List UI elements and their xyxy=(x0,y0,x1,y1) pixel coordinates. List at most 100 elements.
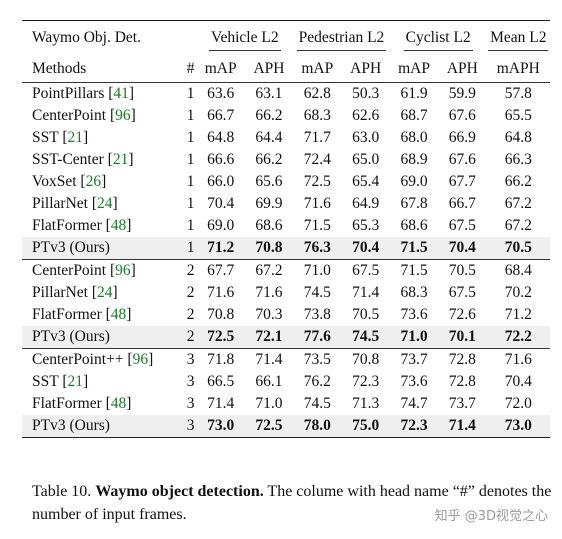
metric-cell: 71.7 xyxy=(303,129,331,146)
metric-cell: 70.4 xyxy=(438,237,487,260)
caption-prefix: Table 10. xyxy=(32,483,96,500)
citation-link[interactable]: 21 xyxy=(67,373,83,390)
citation-link[interactable]: 24 xyxy=(97,284,113,301)
metric-cell: 66.0 xyxy=(207,173,235,190)
group-pedestrian: Pedestrian L2 xyxy=(293,20,390,55)
citation-link[interactable]: 96 xyxy=(132,351,149,368)
method-name: VoxSet [26] xyxy=(32,173,107,190)
metric-cell: 65.0 xyxy=(352,151,380,168)
metric-cell: 71.2 xyxy=(504,306,532,323)
metric-cell: 77.6 xyxy=(293,326,342,349)
table-row: CenterPoint++ [96] 3 71.8 71.4 73.5 70.8 73.7 7… xyxy=(22,348,550,371)
metric-header: mAP xyxy=(301,60,334,77)
method-name: PTv3 (Ours) xyxy=(22,415,176,438)
methods-header: Methods xyxy=(32,60,87,77)
citation-link[interactable]: 96 xyxy=(115,107,131,124)
frames-cell: 1 xyxy=(186,107,195,124)
metric-header: mAP xyxy=(204,60,237,77)
citation-link[interactable]: 48 xyxy=(110,217,127,234)
metric-cell: 66.9 xyxy=(448,129,476,146)
metric-cell: 62.6 xyxy=(352,107,380,124)
citation-link[interactable]: 48 xyxy=(110,306,127,323)
citation-link[interactable]: 96 xyxy=(115,262,131,279)
frames-header: # xyxy=(186,60,195,77)
metric-cell: 66.7 xyxy=(448,195,476,212)
metric-cell: 71.8 xyxy=(196,348,245,371)
metric-cell: 68.6 xyxy=(400,217,428,234)
metric-cell: 70.4 xyxy=(207,195,235,212)
frames-cell: 1 xyxy=(186,129,195,146)
metric-cell: 74.5 xyxy=(341,326,390,349)
table-row: FlatFormer [48] 2 70.8 70.3 73.8 70.5 73.6 72.6… xyxy=(22,304,550,326)
metric-cell: 67.7 xyxy=(448,173,476,190)
dataset-label: Waymo Obj. Det. xyxy=(22,20,176,55)
metric-cell: 72.5 xyxy=(196,326,245,349)
metric-cell: 67.2 xyxy=(504,195,532,212)
group-cyclist: Cyclist L2 xyxy=(389,20,487,55)
metric-cell: 63.1 xyxy=(244,82,294,105)
metric-cell: 67.5 xyxy=(448,217,476,234)
method-name: FlatFormer [48] xyxy=(32,395,132,412)
metric-cell: 70.4 xyxy=(341,237,390,260)
metric-cell: 71.5 xyxy=(389,237,439,260)
metric-cell: 70.8 xyxy=(341,348,390,371)
metric-cell: 63.6 xyxy=(196,82,245,105)
metric-cell: 69.0 xyxy=(207,217,235,234)
metric-cell: 68.3 xyxy=(400,284,428,301)
metric-cell: 68.7 xyxy=(400,107,428,124)
metric-cell: 70.8 xyxy=(207,306,235,323)
metric-cell: 72.1 xyxy=(244,326,294,349)
frames-cell: 1 xyxy=(186,151,195,168)
metric-cell: 73.7 xyxy=(448,395,476,412)
metric-cell: 64.9 xyxy=(352,195,380,212)
citation-link[interactable]: 41 xyxy=(113,85,129,102)
citation-link[interactable]: 21 xyxy=(112,151,129,168)
metric-cell: 66.7 xyxy=(207,107,235,124)
citation-link[interactable]: 26 xyxy=(85,173,102,190)
metric-cell: 64.4 xyxy=(255,129,283,146)
frames-cell: 3 xyxy=(175,348,197,371)
metric-cell: 72.5 xyxy=(244,415,294,438)
results-table-container: Waymo Obj. Det. Vehicle L2 Pedestrian L2… xyxy=(22,20,550,438)
citation-link[interactable]: 21 xyxy=(67,129,83,146)
metric-cell: 71.6 xyxy=(255,284,283,301)
metric-cell: 72.5 xyxy=(303,173,331,190)
metric-cell: 66.5 xyxy=(207,373,235,390)
table-row: PTv3 (Ours) 3 73.0 72.5 78.0 75.0 72.3 71.4 73.0 xyxy=(22,415,550,438)
metric-cell: 73.6 xyxy=(400,373,428,390)
metric-cell: 71.4 xyxy=(244,348,294,371)
table-row: CenterPoint [96] 2 67.7 67.2 71.0 67.5 71.5 70.… xyxy=(22,259,550,282)
citation-link[interactable]: 24 xyxy=(97,195,113,212)
metric-cell: 67.5 xyxy=(448,284,476,301)
metric-cell: 66.1 xyxy=(255,373,283,390)
metric-cell: 71.5 xyxy=(389,259,439,282)
frames-cell: 3 xyxy=(175,415,197,438)
table-row: PTv3 (Ours) 2 72.5 72.1 77.6 74.5 71.0 70.1 72.2 xyxy=(22,326,550,349)
metric-cell: 72.6 xyxy=(448,306,476,323)
metric-header-row: Methods # mAP APH mAP APH mAP APH mAPH xyxy=(22,55,550,83)
metric-cell: 71.3 xyxy=(352,395,380,412)
metric-cell: 75.0 xyxy=(341,415,390,438)
metric-cell: 71.2 xyxy=(196,237,245,260)
table-row: SST [21] 3 66.5 66.1 76.2 72.3 73.6 72.8 70.4 xyxy=(22,371,550,393)
metric-cell: 67.6 xyxy=(448,151,476,168)
metric-cell: 65.4 xyxy=(352,173,380,190)
metric-cell: 59.9 xyxy=(438,82,487,105)
metric-cell: 73.6 xyxy=(400,306,428,323)
citation-link[interactable]: 48 xyxy=(110,395,127,412)
metric-cell: 72.3 xyxy=(389,415,439,438)
method-name: CenterPoint++ [96] xyxy=(22,348,176,371)
metric-cell: 73.0 xyxy=(486,415,550,438)
metric-cell: 70.5 xyxy=(438,259,487,282)
frames-cell: 2 xyxy=(175,326,197,349)
metric-cell: 70.4 xyxy=(504,373,532,390)
metric-cell: 71.4 xyxy=(352,284,380,301)
frames-cell: 1 xyxy=(175,237,197,260)
metric-cell: 66.2 xyxy=(255,151,283,168)
metric-header: APH xyxy=(253,60,285,77)
metric-cell: 70.1 xyxy=(438,326,487,349)
method-name: PointPillars [41] xyxy=(22,82,176,105)
frames-cell: 1 xyxy=(186,195,195,212)
frames-cell: 3 xyxy=(186,395,195,412)
metric-header: mAP xyxy=(398,60,430,77)
